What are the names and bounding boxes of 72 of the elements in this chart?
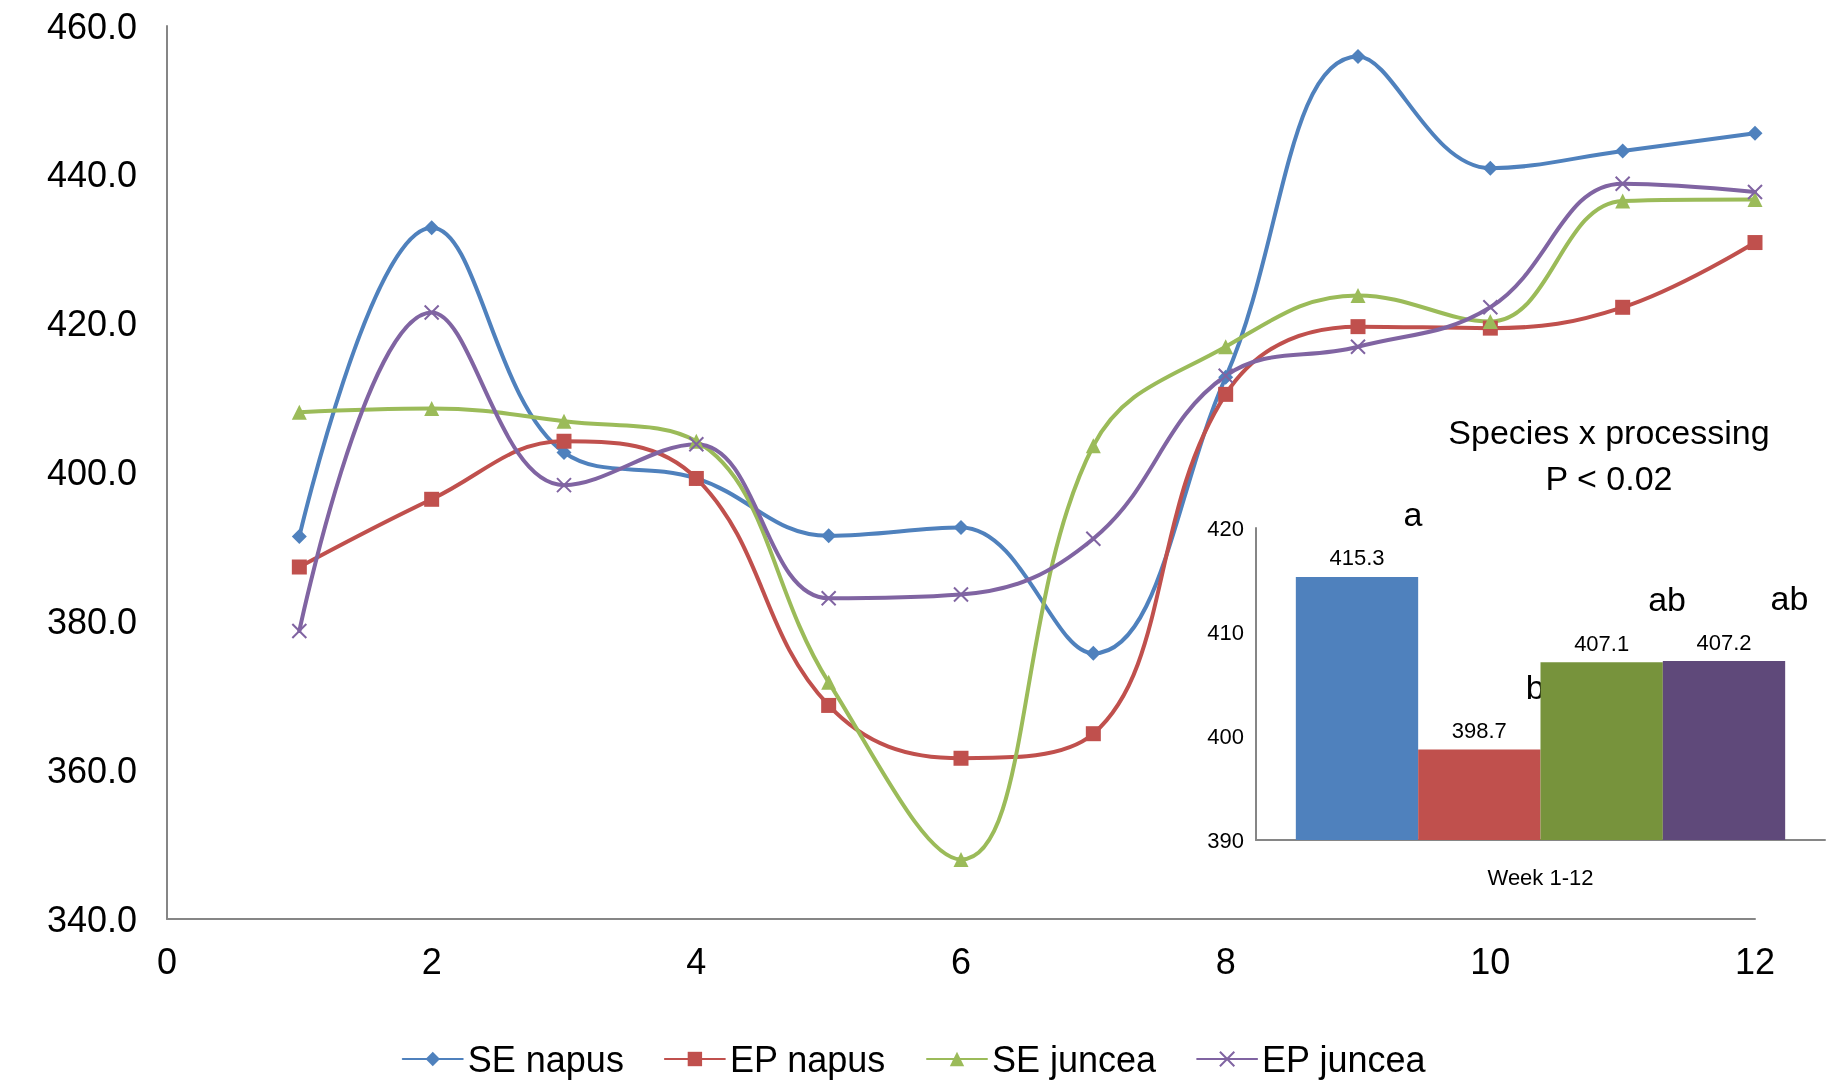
point	[556, 477, 572, 494]
y-tick-label: 400	[1207, 723, 1244, 749]
point	[1482, 299, 1499, 316]
data-label: 398.7	[1451, 718, 1507, 744]
x-tick-label: 10	[1470, 940, 1511, 982]
point	[1482, 313, 1498, 329]
point	[953, 851, 969, 867]
point	[1218, 339, 1234, 355]
annotation: a	[1403, 494, 1423, 533]
x-tick-label: 4	[686, 940, 707, 982]
point	[424, 491, 440, 507]
point	[1350, 338, 1366, 355]
point	[1350, 319, 1366, 335]
y-tick-label: 410	[1207, 619, 1244, 645]
y-tick-label: 460.0	[46, 5, 137, 47]
point	[291, 404, 307, 420]
data-label: 407.1	[1574, 630, 1630, 656]
point	[1747, 125, 1763, 141]
point	[1615, 143, 1631, 159]
y-tick-label: 380.0	[46, 600, 137, 642]
point	[953, 750, 969, 766]
x-tick-label: Week 1-12	[1487, 864, 1594, 890]
legend-label: SE napus	[467, 1038, 624, 1080]
y-tick-label: 440.0	[46, 154, 137, 196]
point	[821, 697, 837, 713]
legend-label: EP napus	[729, 1038, 886, 1080]
point	[1350, 287, 1366, 303]
point	[424, 401, 440, 416]
point	[953, 586, 969, 603]
data-label: 407.2	[1696, 629, 1752, 655]
point	[1218, 386, 1234, 402]
point	[291, 623, 308, 640]
point	[1085, 438, 1101, 454]
point	[1085, 645, 1101, 661]
point	[291, 559, 307, 575]
point	[1350, 49, 1366, 65]
point	[1614, 175, 1631, 192]
y-tick-label: 400.0	[46, 452, 137, 493]
y-tick-label: 360.0	[46, 749, 137, 791]
point	[1482, 160, 1498, 176]
point	[1747, 235, 1763, 251]
point	[821, 528, 837, 544]
y-tick-label: 420.0	[46, 303, 137, 345]
y-tick-label: 340.0	[46, 898, 137, 940]
x-tick-label: 12	[1734, 940, 1776, 982]
data-label: 415.3	[1329, 545, 1385, 571]
x-tick-label: 6	[950, 940, 972, 982]
point	[291, 529, 307, 544]
point	[556, 413, 572, 429]
y-tick-label: 420	[1207, 515, 1244, 541]
x-tick-label: 8	[1215, 940, 1236, 982]
x-tick-label: 0	[156, 940, 178, 982]
point	[423, 304, 440, 321]
legend-label: EP juncea	[1262, 1038, 1427, 1080]
point	[688, 436, 705, 453]
chart-title: Species x processing	[1448, 413, 1770, 451]
point	[424, 220, 440, 236]
annotation: ab	[1770, 579, 1809, 618]
legend-label: SE juncea	[992, 1038, 1158, 1080]
x-tick-label: 2	[421, 940, 442, 982]
point	[1615, 193, 1631, 209]
point	[1747, 191, 1763, 207]
point	[821, 674, 837, 690]
point	[556, 433, 572, 449]
point	[953, 520, 969, 536]
point	[1615, 299, 1631, 315]
chart-subtitle: P < 0.02	[1545, 459, 1673, 497]
point	[1747, 183, 1763, 200]
point	[1085, 726, 1101, 742]
annotation: ab	[1648, 580, 1686, 619]
y-tick-label: 390	[1207, 827, 1244, 853]
point	[820, 590, 837, 607]
